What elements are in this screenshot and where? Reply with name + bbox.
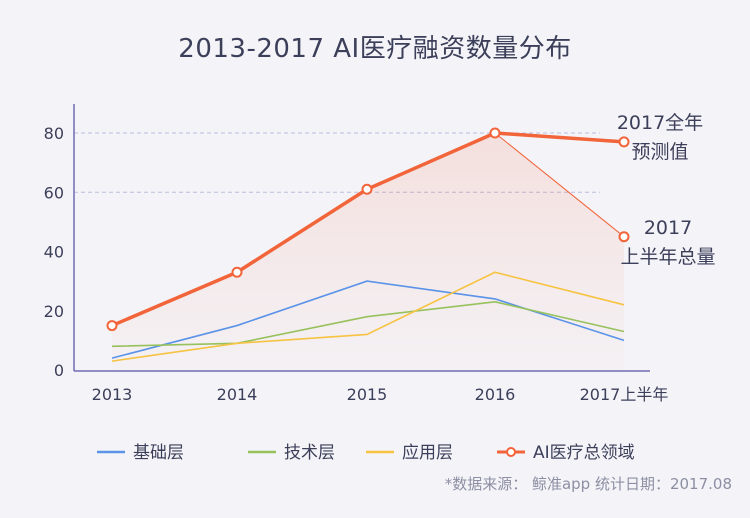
y-tick-label: 60 (44, 183, 64, 202)
y-tick-label: 0 (54, 361, 64, 380)
legend-label: 技术层 (284, 443, 335, 463)
area-fill (112, 133, 624, 370)
series (106, 127, 630, 362)
legend-label: AI医疗总领域 (533, 443, 635, 463)
x-tick-label: 2015 (347, 385, 388, 404)
legend: 基础层 技术层 应用层 AI医疗总领域 (97, 443, 635, 463)
total-point-2013 (106, 320, 118, 332)
x-tick-label: 2017上半年 (580, 385, 669, 404)
series-line-2 (111, 271, 625, 362)
annotation-label: 预测值 (631, 141, 688, 163)
total-point-2015 (361, 183, 373, 195)
annotation-label: 2017全年 (617, 112, 703, 134)
x-tick-label: 2013 (92, 385, 133, 404)
y-tick-label: 20 (44, 302, 64, 321)
series-line-1 (111, 301, 625, 348)
total-point-2016 (489, 127, 501, 139)
series-line-0 (111, 280, 625, 359)
total-point-2017上半年 (618, 136, 630, 148)
legend-label: 应用层 (402, 443, 453, 463)
total-area-fill (112, 133, 624, 370)
chart-title: 2013-2017 AI医疗融资数量分布 (178, 34, 572, 64)
y-tick-label: 80 (44, 124, 64, 143)
y-tick-label: 40 (44, 243, 64, 262)
half-year-connector (494, 132, 625, 238)
data-source-note: *数据来源： 鲸准app 统计日期：2017.08 (444, 475, 732, 493)
total-point-2014 (231, 266, 243, 278)
axes: 0 20 40 60 80 2013 2014 2015 2016 2017上半年 (44, 104, 669, 404)
x-tick-label: 2014 (217, 385, 258, 404)
legend-label: 基础层 (133, 443, 184, 463)
x-tick-label: 2016 (475, 385, 516, 404)
total-point-half-year (618, 231, 630, 243)
annotation-label: 上半年总量 (620, 246, 715, 268)
gridlines (74, 132, 600, 193)
annotation-label: 2017 (644, 217, 692, 239)
legend-marker (506, 447, 516, 457)
